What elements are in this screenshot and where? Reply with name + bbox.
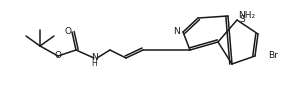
Text: NH₂: NH₂: [238, 11, 255, 21]
Text: Br: Br: [268, 52, 278, 60]
Text: H: H: [91, 59, 97, 68]
Text: S: S: [239, 14, 245, 24]
Text: O: O: [64, 28, 71, 37]
Text: N: N: [91, 52, 97, 61]
Text: O: O: [55, 52, 62, 60]
Text: N: N: [173, 28, 179, 37]
